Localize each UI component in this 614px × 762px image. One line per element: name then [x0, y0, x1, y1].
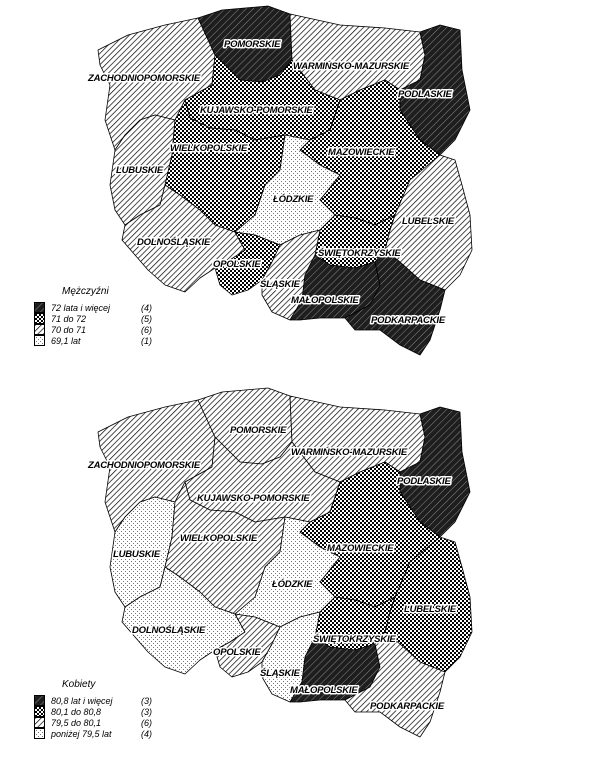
region-label-pomorskie: POMORSKIE — [224, 39, 281, 50]
legend-range: 71 do 72 — [51, 313, 87, 324]
region-label-lodzkie: ŁÓDZKIE — [271, 578, 313, 590]
men-map-panel: POMORSKIE WARMIŃSKO-MAZURSKIE ZACHODNIOP… — [0, 0, 614, 380]
region-label-mazowieckie: MAZOWIECKIE — [327, 543, 394, 554]
region-podkarpackie[interactable] — [344, 249, 446, 356]
legend-count: (5) — [141, 313, 152, 324]
legend-count: (3) — [141, 706, 152, 717]
women-map-panel: POMORSKIE WARMIŃSKO-MAZURSKIE ZACHODNIOP… — [0, 382, 614, 762]
legend-count: (4) — [141, 728, 152, 739]
region-label-lodzkie: ŁÓDZKIE — [272, 193, 314, 205]
legend-count: (4) — [141, 302, 152, 313]
legend-entry: 71 do 72 (5) — [34, 313, 152, 324]
legend-swatch — [34, 335, 45, 346]
region-label-pomorskie: POMORSKIE — [230, 425, 287, 436]
region-opolskie[interactable] — [214, 613, 281, 678]
region-label-warminsko-mazurskie: WARMIŃSKO-MAZURSKIE — [291, 446, 408, 458]
legend-swatch — [34, 324, 45, 335]
region-label-kujawsko-pomorskie: KUJAWSKO-POMORSKIE — [200, 105, 313, 116]
region-label-slaskie: ŚLĄSKIE — [260, 278, 301, 290]
region-label-wielkopolskie: WIELKOPOLSKIE — [170, 143, 248, 154]
region-label-lubuskie: LUBUSKIE — [113, 549, 161, 560]
legend-range: 79,5 do 80,1 — [51, 717, 102, 728]
region-label-podlaskie: PODLASKIE — [398, 89, 452, 100]
legend-count: (6) — [141, 324, 152, 335]
legend-count: (6) — [141, 717, 152, 728]
legend-range: poniżej 79,5 lat — [51, 728, 112, 739]
legend-swatch — [34, 302, 45, 313]
region-label-swietokrzyskie: ŚWIĘTOKRZYSKIE — [318, 247, 401, 259]
legend-entry: 79,5 do 80,1 (6) — [34, 717, 152, 728]
legend-entry: 70 do 71 (6) — [34, 324, 152, 335]
region-label-zachodniopomorskie: ZACHODNIOPOMORSKIE — [87, 73, 201, 84]
legend-swatch — [34, 313, 45, 324]
legend-swatch — [34, 706, 45, 717]
legend-range: 72 lata i więcej — [51, 302, 111, 313]
region-label-dolnoslaskie: DOLNOŚLĄSKIE — [137, 236, 211, 248]
legend-entry: poniżej 79,5 lat (4) — [34, 728, 152, 739]
legend-count: (1) — [141, 335, 152, 346]
region-label-opolskie: OPOLSKIE — [213, 647, 261, 658]
region-label-kujawsko-pomorskie: KUJAWSKO-POMORSKIE — [197, 493, 310, 504]
men-legend-title: Mężczyźni — [62, 286, 109, 297]
legend-range: 80,1 do 80,8 — [51, 706, 102, 717]
region-label-podkarpackie: PODKARPACKIE — [370, 701, 445, 712]
region-label-wielkopolskie: WIELKOPOLSKIE — [180, 533, 258, 544]
legend-entry: 69,1 lat (1) — [34, 335, 152, 346]
region-label-lubelskie: LUBELSKIE — [404, 604, 457, 615]
women-legend-title: Kobiety — [62, 679, 96, 690]
men-map: POMORSKIE WARMIŃSKO-MAZURSKIE ZACHODNIOP… — [86, 5, 473, 356]
region-podkarpackie[interactable] — [344, 631, 446, 738]
region-label-lubuskie: LUBUSKIE — [116, 165, 164, 176]
region-label-dolnoslaskie: DOLNOŚLĄSKIE — [132, 624, 206, 636]
region-label-malopolskie: MAŁOPOLSKIE — [291, 295, 359, 306]
region-label-warminsko-mazurskie: WARMIŃSKO-MAZURSKIE — [293, 60, 410, 72]
legend-swatch — [34, 695, 45, 706]
men-legend: Mężczyźni 72 lata i więcej (4) 71 do 72 … — [34, 286, 152, 346]
women-legend: Kobiety 80,8 lat i więcej (3) 80,1 do 80… — [34, 679, 152, 739]
legend-range: 80,8 lat i więcej — [51, 695, 113, 706]
region-label-podlaskie: PODLASKIE — [397, 476, 451, 487]
region-label-malopolskie: MAŁOPOLSKIE — [290, 685, 358, 696]
women-map: POMORSKIE WARMIŃSKO-MAZURSKIE ZACHODNIOP… — [86, 387, 473, 738]
legend-entry: 80,8 lat i więcej (3) — [34, 695, 152, 706]
legend-entry: 80,1 do 80,8 (3) — [34, 706, 152, 717]
legend-entry: 72 lata i więcej (4) — [34, 302, 152, 313]
legend-swatch — [34, 717, 45, 728]
region-label-swietokrzyskie: ŚWIĘTOKRZYSKIE — [313, 633, 396, 645]
region-opolskie[interactable] — [214, 231, 281, 296]
region-label-mazowieckie: MAZOWIECKIE — [328, 147, 395, 158]
region-label-slaskie: ŚLĄSKIE — [260, 667, 301, 679]
legend-swatch — [34, 728, 45, 739]
region-label-zachodniopomorskie: ZACHODNIOPOMORSKIE — [87, 460, 201, 471]
region-label-podkarpackie: PODKARPACKIE — [371, 315, 446, 326]
region-label-opolskie: OPOLSKIE — [213, 259, 261, 270]
legend-range: 69,1 lat — [51, 335, 81, 346]
legend-count: (3) — [141, 695, 152, 706]
region-label-lubelskie: LUBELSKIE — [402, 216, 455, 227]
legend-range: 70 do 71 — [51, 324, 87, 335]
